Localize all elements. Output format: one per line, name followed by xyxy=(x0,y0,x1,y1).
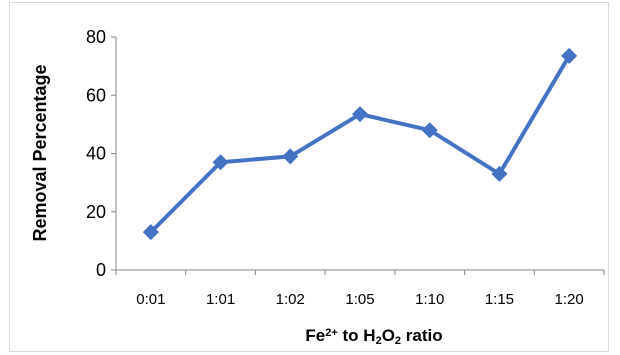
data-point-marker xyxy=(282,148,299,165)
data-point-marker xyxy=(421,122,438,139)
y-tick-label: 20 xyxy=(86,202,106,222)
series-line xyxy=(148,53,572,235)
x-axis-title-part: ratio xyxy=(401,326,443,345)
data-point-marker xyxy=(142,224,159,241)
x-tick-label: 1:01 xyxy=(206,291,235,308)
x-tick-label: 1:15 xyxy=(485,291,514,308)
y-axis-ticks: 0 20 40 60 80 xyxy=(86,27,116,280)
data-point-marker xyxy=(212,154,229,171)
x-axis-title-group: Fe2+ to H2O2 ratio xyxy=(305,326,442,347)
x-axis-title: Fe2+ to H2O2 ratio xyxy=(305,326,442,347)
x-axis-title-part: Fe xyxy=(305,326,325,345)
x-axis-title-part: to H xyxy=(338,326,376,345)
series-group xyxy=(142,47,578,241)
x-axis-title-part: 2+ xyxy=(325,327,338,339)
chart-frame xyxy=(9,2,609,352)
x-axis-title-part: 2 xyxy=(395,335,401,347)
x-tick-label: 1:20 xyxy=(555,291,584,308)
x-axis-title-part: 2 xyxy=(376,335,382,347)
y-axis-title: Removal Percentage xyxy=(30,64,50,241)
x-tick-label: 1:10 xyxy=(415,291,444,308)
x-tick-label: 1:02 xyxy=(276,291,305,308)
data-point-marker xyxy=(491,165,508,182)
x-tick-label: 1:05 xyxy=(345,291,374,308)
y-tick-label: 40 xyxy=(86,144,106,164)
y-tick-label: 0 xyxy=(96,260,106,280)
x-axis-title-part: O xyxy=(382,326,395,345)
y-tick-label: 60 xyxy=(86,85,106,105)
data-point-marker xyxy=(352,106,368,123)
y-tick-label: 80 xyxy=(86,27,106,47)
x-tick-label: 0:01 xyxy=(136,291,165,308)
y-axis-title-group: Removal Percentage xyxy=(30,64,50,241)
x-axis-ticks: 0:01 1:01 1:02 1:05 1:10 1:15 1:20 xyxy=(115,270,605,308)
data-point-marker xyxy=(561,47,578,64)
